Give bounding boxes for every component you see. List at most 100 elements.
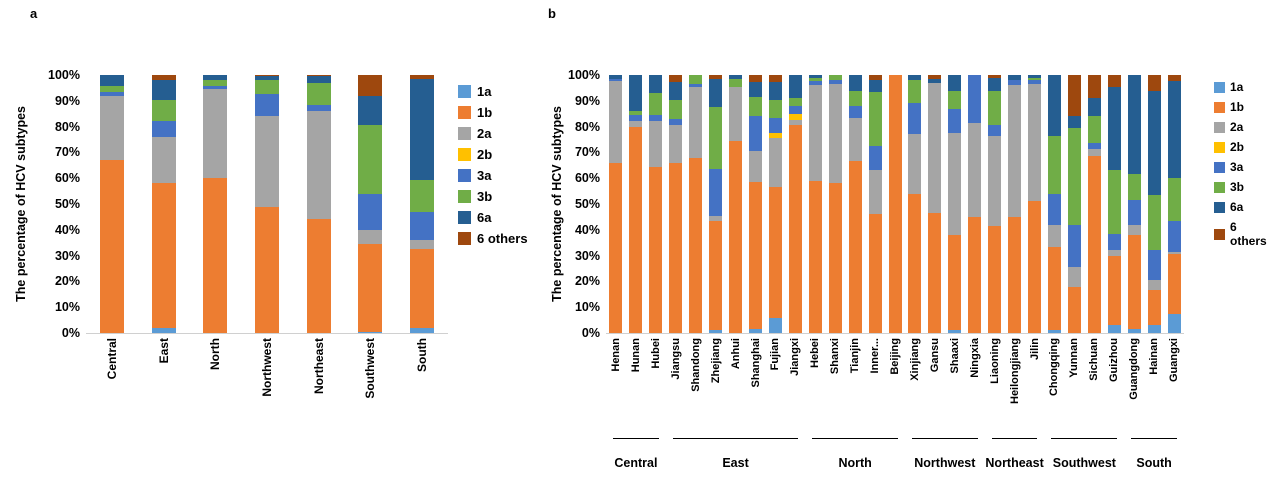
bar-segment-1a	[410, 327, 435, 333]
group-labels: Central East North Northwest Northeast Southw…	[606, 456, 1184, 470]
bar-segment-3a	[669, 118, 683, 126]
x-label-cell: Guangxi	[1164, 338, 1184, 430]
bar-segment-2a	[828, 84, 842, 184]
x-label-cell: East	[138, 338, 190, 434]
bar-segment-6-others	[1087, 75, 1101, 99]
x-axis-label: Henan	[609, 338, 622, 372]
bar-segment-3a	[649, 115, 663, 122]
group-underline-slot	[805, 438, 905, 440]
bar-segment-3a	[689, 84, 703, 87]
bar-segment-3a	[768, 117, 782, 134]
legend-item-3a: 3a	[1214, 160, 1275, 174]
legend-swatch	[1214, 201, 1225, 213]
bar-group	[345, 75, 397, 333]
bar-segment-6a	[1087, 98, 1101, 117]
bar-cell	[746, 75, 766, 333]
bar-segment-1b	[968, 216, 982, 333]
bar-segment-1b	[1127, 234, 1141, 330]
bar-cell	[965, 75, 985, 333]
bar-group	[1044, 75, 1124, 333]
y-axis-ticks: 100% 90% 80% 70% 60% 50% 40% 30% 20% 10% 0%	[552, 68, 600, 340]
bar-cell	[805, 75, 825, 333]
x-label-group: South	[396, 338, 448, 434]
bar-segment-6a	[1067, 116, 1081, 128]
x-label-cell: South	[396, 338, 448, 434]
y-tick-label: 10%	[54, 300, 80, 315]
group-underline-slot	[1124, 438, 1184, 440]
group-label: Northeast	[985, 456, 1044, 470]
bar-segment-1b	[948, 234, 962, 331]
bar-segment-2a	[203, 89, 228, 179]
bar-guizhou	[1107, 75, 1121, 333]
x-axis-label: Liaoning	[988, 338, 1001, 384]
bar-group	[396, 75, 448, 333]
bar-segment-3a	[1087, 143, 1101, 149]
bar-segment-2a	[768, 138, 782, 188]
bar-inner-	[868, 75, 882, 333]
y-tick-label: 80%	[574, 119, 600, 134]
legend-item-2a: 2a	[1214, 120, 1275, 134]
legend-item-1b: 1b	[458, 105, 528, 120]
bar-segment-1b	[828, 183, 842, 333]
y-tick-label: 60%	[574, 171, 600, 186]
legend-item-3a: 3a	[458, 168, 528, 183]
x-axis-label: Shanxi	[829, 338, 842, 375]
bar-shaaxi	[948, 75, 962, 333]
bar-segment-3b	[788, 98, 802, 106]
group-label: Southwest	[1052, 456, 1116, 470]
bar-segment-2a	[709, 215, 723, 221]
legend-label: 1b	[477, 105, 493, 120]
x-axis-label: Shanghai	[749, 338, 762, 388]
group-underline	[812, 438, 898, 440]
x-label-group: Northeast	[293, 338, 345, 434]
bar-segment-3a	[968, 75, 982, 123]
legend-label: 6a	[1230, 200, 1244, 214]
bar-segment-6a	[151, 80, 176, 100]
bar-xinjiang	[908, 75, 922, 333]
bar-segment-6a	[410, 78, 435, 180]
legend-swatch	[1214, 161, 1225, 173]
bar-segment-6a	[709, 78, 723, 108]
bar-segment-2a	[649, 121, 663, 167]
bar-segment-1b	[1167, 254, 1181, 314]
x-label-cell: Yunnan	[1064, 338, 1084, 430]
bar-segment-1b	[988, 225, 1002, 333]
bar-segment-6-others	[255, 75, 280, 77]
legend-swatch	[1214, 121, 1225, 133]
x-axis-label: Guangxi	[1168, 338, 1181, 383]
bar-segment-3b	[848, 90, 862, 106]
legend-label: 3b	[477, 189, 493, 204]
bar-segment-2a	[1028, 84, 1042, 202]
legend-swatch	[458, 85, 471, 98]
bar-cell	[666, 75, 686, 333]
legend-label: 2a	[477, 126, 492, 141]
bar-segment-6a	[1147, 90, 1161, 195]
x-label-cell: Southwest	[345, 338, 397, 434]
x-axis-label: Inner...	[869, 338, 882, 374]
bar-segment-6a	[1028, 75, 1042, 78]
bar-segment-3b	[828, 75, 842, 81]
legend-swatch	[458, 127, 471, 140]
bar-segment-3b	[1047, 135, 1061, 194]
group-label: South	[1136, 456, 1172, 470]
legend-label: 3b	[1230, 180, 1245, 194]
bar-segment-2a	[255, 116, 280, 207]
bar-segment-3a	[1147, 250, 1161, 281]
bar-group	[905, 75, 985, 333]
bar-segment-3a	[410, 211, 435, 241]
bar-segment-1b	[410, 249, 435, 328]
bar-segment-3b	[808, 77, 822, 82]
x-label-cell: Hubei	[646, 338, 666, 430]
bar-segment-6a	[749, 81, 763, 97]
bar-jilin	[1028, 75, 1042, 333]
bar-segment-3b	[203, 80, 228, 87]
bar-segment-3a	[629, 115, 643, 122]
x-label-group: Northwest	[241, 338, 293, 434]
legend-label: 6 others	[477, 231, 528, 246]
bar-tianjin	[848, 75, 862, 333]
bar-segment-3b	[255, 80, 280, 95]
y-tick-label: 40%	[574, 222, 600, 237]
bar-segment-2a	[1087, 148, 1101, 157]
x-axis-label: Hubei	[649, 338, 662, 369]
bar-segment-6a	[808, 75, 822, 78]
